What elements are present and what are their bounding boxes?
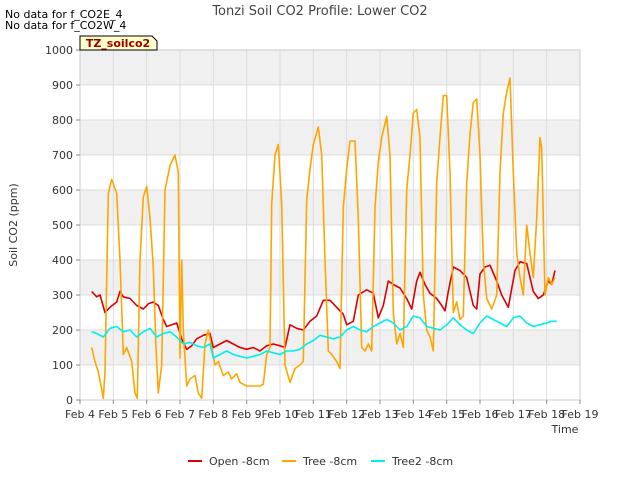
x-tick-label: Feb 5 bbox=[98, 408, 128, 421]
x-tick-label: Feb 7 bbox=[165, 408, 195, 421]
series-line-1 bbox=[90, 77, 556, 400]
x-tick-label: Feb 11 bbox=[295, 408, 332, 421]
plot-band bbox=[80, 190, 580, 225]
plot-bands bbox=[80, 50, 580, 365]
x-tick-label: Feb 14 bbox=[395, 408, 432, 421]
x-tick-label: Feb 6 bbox=[132, 408, 162, 421]
x-tick-label: Feb 8 bbox=[198, 408, 228, 421]
series-layer bbox=[90, 77, 557, 400]
plot-band bbox=[80, 330, 580, 365]
x-tick-label: Feb 13 bbox=[362, 408, 399, 421]
plot-band bbox=[80, 50, 580, 85]
tag-label: TZ_soilco2 bbox=[86, 37, 150, 50]
y-tick-label: 600 bbox=[52, 184, 73, 197]
legend-label-0: Open -8cm bbox=[209, 455, 270, 468]
x-tick-label: Feb 18 bbox=[528, 408, 565, 421]
x-tick-label: Feb 10 bbox=[262, 408, 299, 421]
y-tick-label: 900 bbox=[52, 79, 73, 92]
y-tick-label: 300 bbox=[52, 289, 73, 302]
annotation-no-data-co2e: No data for f_CO2E_4 bbox=[5, 8, 123, 21]
x-tick-label: Feb 19 bbox=[562, 408, 599, 421]
plot-band bbox=[80, 120, 580, 155]
tag-box: TZ_soilco2 bbox=[79, 35, 158, 51]
legend: Open -8cm Tree -8cm Tree2 -8cm bbox=[188, 455, 453, 468]
y-tick-label: 1000 bbox=[45, 44, 73, 57]
annotation-no-data-co2w: No data for f_CO2W_4 bbox=[5, 19, 126, 32]
y-axis-label: Soil CO2 (ppm) bbox=[7, 183, 20, 266]
x-tick-label: Feb 12 bbox=[328, 408, 365, 421]
y-tick-label: 200 bbox=[52, 324, 73, 337]
y-tick-label: 0 bbox=[66, 394, 73, 407]
x-tick-label: Feb 16 bbox=[462, 408, 499, 421]
y-tick-label: 500 bbox=[52, 219, 73, 232]
chart-title: Tonzi Soil CO2 Profile: Lower CO2 bbox=[211, 4, 427, 19]
y-tick-label: 700 bbox=[52, 149, 73, 162]
legend-label-2: Tree2 -8cm bbox=[391, 455, 453, 468]
y-tick-label: 800 bbox=[52, 114, 73, 127]
x-axis: Feb 4 Feb 5 Feb 6 Feb 7 Feb 8 Feb 9 Feb 10Feb … bbox=[65, 400, 598, 421]
x-tick-label: Feb 9 bbox=[232, 408, 262, 421]
x-axis-label: Time bbox=[551, 423, 579, 436]
x-tick-label: Feb 4 bbox=[65, 408, 95, 421]
y-tick-label: 400 bbox=[52, 254, 73, 267]
x-tick-label: Feb 15 bbox=[428, 408, 465, 421]
y-axis: 0 100 200 300 400 500 600 700 800 900 1000 bbox=[45, 44, 80, 407]
series-line-2 bbox=[91, 315, 557, 359]
y-tick-label: 100 bbox=[52, 359, 73, 372]
legend-label-1: Tree -8cm bbox=[302, 455, 357, 468]
plot-band bbox=[80, 260, 580, 295]
x-tick-label: Feb 17 bbox=[495, 408, 532, 421]
